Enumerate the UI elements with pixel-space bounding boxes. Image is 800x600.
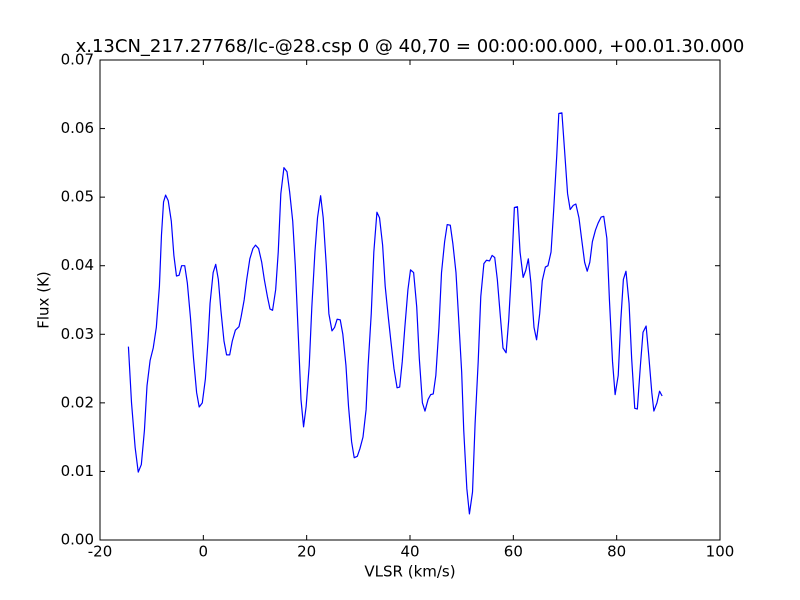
- y-tick-label: 0.07: [61, 51, 94, 69]
- x-tick-label: 20: [297, 543, 316, 561]
- y-axis-label: Flux (K): [35, 271, 53, 329]
- x-tick-label: 40: [400, 543, 419, 561]
- y-tick-label: 0.01: [61, 462, 94, 480]
- x-tick-label: 60: [504, 543, 523, 561]
- x-tick-label: -20: [88, 543, 113, 561]
- y-tick-label: 0.03: [61, 325, 94, 343]
- x-tick-label: 80: [607, 543, 626, 561]
- y-tick-label: 0.00: [61, 531, 94, 549]
- x-tick-label: 0: [199, 543, 209, 561]
- x-tick-label: 100: [706, 543, 735, 561]
- y-tick-label: 0.02: [61, 393, 94, 411]
- plot-frame: [99, 59, 721, 541]
- x-axis-label: VLSR (km/s): [364, 563, 455, 581]
- y-tick-label: 0.04: [61, 256, 94, 274]
- chart-title: x.13CN_217.27768/lc-@28.csp 0 @ 40,70 = …: [76, 36, 745, 57]
- y-tick-label: 0.06: [61, 119, 94, 137]
- y-tick-label: 0.05: [61, 188, 94, 206]
- data-line: [127, 112, 663, 515]
